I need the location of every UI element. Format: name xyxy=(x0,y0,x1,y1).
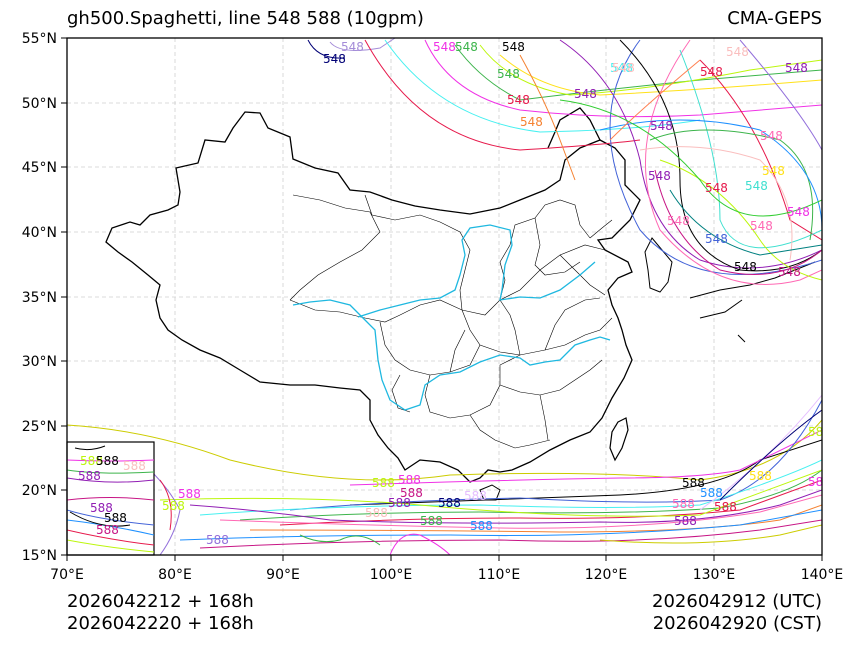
latitude-labels: 15°N 20°N 25°N 30°N 35°N 40°N 45°N 50°N … xyxy=(22,31,57,564)
svg-text:548: 548 xyxy=(341,40,364,54)
svg-text:25°N: 25°N xyxy=(22,419,57,435)
svg-text:588: 588 xyxy=(808,475,831,489)
axis-ticks xyxy=(61,37,823,561)
rivers xyxy=(292,224,611,411)
svg-text:548: 548 xyxy=(726,45,749,59)
contour-labels-548: 548 548 548 548 548 548 548 548 548 548 … xyxy=(323,40,810,279)
svg-text:548: 548 xyxy=(705,181,728,195)
svg-text:20°N: 20°N xyxy=(22,483,57,499)
svg-text:588: 588 xyxy=(400,486,423,500)
svg-text:548: 548 xyxy=(574,87,597,101)
chart-title: gh500.Spaghetti, line 548 588 (10gpm) xyxy=(67,8,424,29)
svg-text:548: 548 xyxy=(648,169,671,183)
svg-text:548: 548 xyxy=(507,93,530,107)
svg-text:548: 548 xyxy=(455,40,478,54)
svg-text:588: 588 xyxy=(438,496,461,510)
svg-text:548: 548 xyxy=(762,164,785,178)
init-time-cst: 2026042220 + 168h xyxy=(67,613,254,634)
svg-text:45°N: 45°N xyxy=(22,160,57,176)
svg-text:548: 548 xyxy=(502,40,525,54)
svg-text:588: 588 xyxy=(420,514,443,528)
svg-text:588: 588 xyxy=(470,519,493,533)
svg-text:40°N: 40°N xyxy=(22,225,57,241)
svg-text:80°E: 80°E xyxy=(158,567,192,583)
svg-text:588: 588 xyxy=(178,487,201,501)
taiwan-island xyxy=(609,417,629,462)
japan-coast xyxy=(689,261,816,343)
svg-text:548: 548 xyxy=(433,40,456,54)
gridlines xyxy=(67,38,822,555)
svg-text:588: 588 xyxy=(372,476,395,490)
contours-588 xyxy=(67,394,822,555)
svg-text:588: 588 xyxy=(808,425,831,439)
svg-text:140°E: 140°E xyxy=(801,567,844,583)
svg-text:548: 548 xyxy=(750,219,773,233)
svg-text:548: 548 xyxy=(785,61,808,75)
contour-labels-588: 588 588 588 588 588 588 588 588 588 588 … xyxy=(162,425,831,547)
svg-text:588: 588 xyxy=(388,496,411,510)
svg-text:55°N: 55°N xyxy=(22,31,57,47)
yellow-river xyxy=(357,224,596,318)
svg-text:588: 588 xyxy=(162,499,185,513)
yangtze-river xyxy=(292,299,611,411)
svg-text:548: 548 xyxy=(700,65,723,79)
svg-text:588: 588 xyxy=(80,454,103,468)
svg-text:15°N: 15°N xyxy=(22,548,57,564)
svg-text:548: 548 xyxy=(778,265,801,279)
svg-text:35°N: 35°N xyxy=(22,290,57,306)
plot-frame xyxy=(66,37,823,556)
svg-text:548: 548 xyxy=(612,61,635,75)
svg-text:588: 588 xyxy=(398,473,421,487)
svg-text:548: 548 xyxy=(705,232,728,246)
svg-text:548: 548 xyxy=(734,260,757,274)
contours-548 xyxy=(307,38,822,285)
svg-text:588: 588 xyxy=(90,501,113,515)
svg-text:110°E: 110°E xyxy=(478,567,521,583)
longitude-labels: 70°E 80°E 90°E 100°E 110°E 120°E 130°E 1… xyxy=(50,567,843,583)
svg-text:588: 588 xyxy=(123,459,146,473)
svg-text:548: 548 xyxy=(787,205,810,219)
svg-text:548: 548 xyxy=(323,52,346,66)
svg-text:588: 588 xyxy=(464,489,487,503)
svg-text:548: 548 xyxy=(520,115,543,129)
svg-text:548: 548 xyxy=(667,214,690,228)
svg-text:588: 588 xyxy=(672,497,695,511)
model-name: CMA-GEPS xyxy=(727,8,822,29)
svg-text:588: 588 xyxy=(206,533,229,547)
svg-text:588: 588 xyxy=(700,486,723,500)
init-time-block: 2026042212 + 168h 2026042220 + 168h xyxy=(67,591,254,635)
south-china-sea-inset: 588 588 588 588 588 588 588 xyxy=(66,441,155,556)
svg-text:548: 548 xyxy=(497,67,520,81)
valid-time-cst: 2026042920 (CST) xyxy=(652,613,822,634)
valid-time-utc: 2026042912 (UTC) xyxy=(652,591,822,612)
svg-text:90°E: 90°E xyxy=(266,567,300,583)
svg-text:30°N: 30°N xyxy=(22,354,57,370)
svg-text:548: 548 xyxy=(610,61,633,75)
svg-text:548: 548 xyxy=(650,119,673,133)
svg-text:588: 588 xyxy=(714,500,737,514)
svg-text:588: 588 xyxy=(96,454,119,468)
svg-text:130°E: 130°E xyxy=(693,567,736,583)
svg-text:588: 588 xyxy=(749,469,772,483)
svg-text:548: 548 xyxy=(745,179,768,193)
init-time-utc: 2026042212 + 168h xyxy=(67,591,254,612)
svg-text:588: 588 xyxy=(674,514,697,528)
svg-text:120°E: 120°E xyxy=(585,567,628,583)
provincial-boundaries xyxy=(289,194,613,449)
svg-text:70°E: 70°E xyxy=(50,567,84,583)
svg-text:548: 548 xyxy=(760,129,783,143)
china-border xyxy=(105,111,641,483)
svg-text:50°N: 50°N xyxy=(22,96,57,112)
svg-text:588: 588 xyxy=(365,506,388,520)
korea-coast xyxy=(644,237,673,293)
valid-time-block: 2026042912 (UTC) 2026042920 (CST) xyxy=(652,591,822,635)
svg-text:588: 588 xyxy=(104,511,127,525)
svg-text:588: 588 xyxy=(96,523,119,537)
svg-text:588: 588 xyxy=(682,476,705,490)
svg-text:588: 588 xyxy=(78,469,101,483)
svg-text:100°E: 100°E xyxy=(370,567,413,583)
